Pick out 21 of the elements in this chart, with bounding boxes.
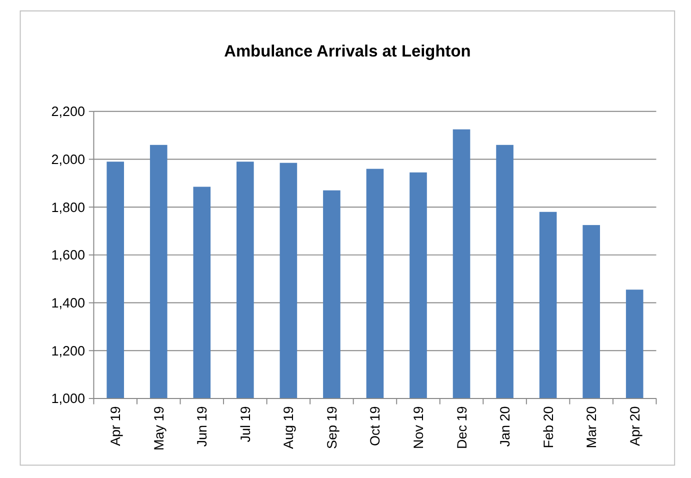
x-tick-label: Sep 19 xyxy=(324,406,340,450)
x-tick-label: Jun 19 xyxy=(194,406,210,447)
y-tick-label: 1,200 xyxy=(51,343,86,358)
x-tick-label: Jan 20 xyxy=(498,406,513,447)
x-tick-label: Jul 19 xyxy=(238,406,253,442)
x-tick-label: Apr 19 xyxy=(108,406,124,446)
x-tick-label: Apr 20 xyxy=(627,406,642,446)
y-tick-label: 2,000 xyxy=(51,152,86,167)
x-tick-label: May 19 xyxy=(151,406,166,451)
y-tick-label: 1,000 xyxy=(51,391,86,406)
y-tick-label: 1,400 xyxy=(51,296,86,311)
x-tick-label: Aug 19 xyxy=(281,406,296,450)
x-tick-label: Feb 20 xyxy=(540,406,556,448)
x-tick-label: Mar 20 xyxy=(584,406,600,448)
chart-title: Ambulance Arrivals at Leighton xyxy=(224,42,471,60)
y-tick-label: 1,600 xyxy=(51,248,86,263)
y-tick-label: 1,800 xyxy=(51,200,86,215)
x-tick-label: Nov 19 xyxy=(410,406,426,450)
x-tick-label: Oct 19 xyxy=(368,406,383,446)
y-tick-label: 2,200 xyxy=(51,104,86,120)
x-tick-label: Dec 19 xyxy=(454,406,470,450)
